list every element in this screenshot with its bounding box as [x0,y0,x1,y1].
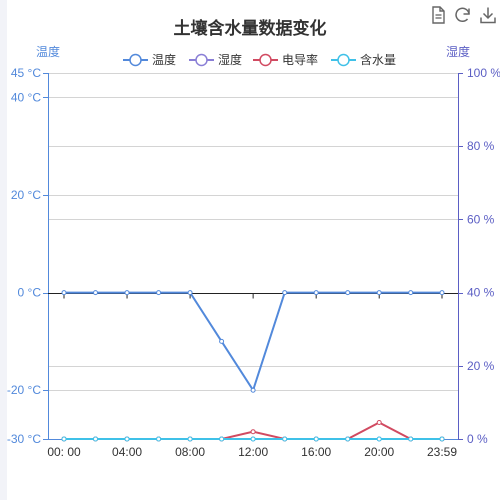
series-lines [61,290,445,442]
right-y-tick-label: 60 % [467,212,495,226]
left-y-tick-label: 45 °C [11,66,41,80]
chart-toolbox [428,5,498,25]
right-y-tick-label: 0 % [467,432,488,446]
data-point [93,436,98,442]
data-point [250,429,256,435]
data-view-icon[interactable] [428,5,448,25]
left-y-tick-label: -20 °C [7,383,41,397]
data-point [376,420,382,425]
left-y-tick-label: 0 °C [18,286,42,300]
x-tick-label: 12:00 [238,445,268,459]
legend: 温度 湿度 电导率 含水量 [123,52,396,67]
legend-item[interactable]: 湿度 [189,52,242,67]
left-axis-name: 温度 [36,44,60,59]
x-tick-label: 08:00 [175,445,205,459]
legend-item[interactable]: 含水量 [331,52,396,67]
tick-labels: 45 °C 40 °C 20 °C 0 °C -20 °C -30 °C 100 % 80 %… [7,66,500,459]
data-point [93,290,98,296]
data-point [439,290,445,296]
legend-label: 湿度 [218,52,242,67]
x-tick-label: 00: 00 [47,445,81,459]
axes [48,73,459,440]
data-point [61,436,67,442]
data-point [376,290,382,296]
x-tick-label: 23:59 [427,445,457,459]
right-y-tick-label: 80 % [467,139,495,153]
series-line [64,291,442,393]
data-point [313,290,319,296]
x-tick-label: 16:00 [301,445,331,459]
legend-marker [195,53,208,67]
x-tick-label: 04:00 [112,445,142,459]
data-point [282,436,288,442]
data-point [408,290,414,296]
data-point [376,436,382,442]
legend-marker [129,53,142,67]
refresh-icon[interactable] [453,5,473,25]
data-point [250,387,256,393]
data-point [124,436,130,442]
left-y-tick-label: 20 °C [11,188,41,202]
data-point [282,290,288,296]
data-point [124,290,130,296]
legend-label: 含水量 [360,52,396,67]
chart-title: 土壤含水量数据变化 [173,19,327,38]
data-point [187,436,193,442]
legend-label: 电导率 [282,52,318,67]
left-y-tick-label: -30 °C [7,432,41,446]
legend-label: 温度 [152,52,176,67]
right-y-tick-label: 100 % [467,66,500,80]
data-point [250,436,256,442]
legend-marker [259,53,272,67]
data-point [345,436,351,442]
data-point [408,436,414,442]
right-y-tick-label: 20 % [467,359,495,373]
data-point [439,436,445,442]
data-point [313,436,319,442]
data-point [156,290,162,296]
save-image-icon[interactable] [478,5,498,25]
grid-lines [48,73,458,391]
legend-item[interactable]: 温度 [123,52,176,67]
legend-marker [337,53,350,67]
left-y-tick-label: 40 °C [11,90,41,104]
data-point [345,290,351,296]
x-tick-label: 20:00 [364,445,394,459]
left-edge-strip [0,0,7,500]
data-point [219,338,225,344]
right-axis-name: 湿度 [446,44,470,59]
data-point [61,290,67,296]
legend-item[interactable]: 电导率 [253,52,318,67]
data-point [156,436,162,442]
right-y-tick-label: 40 % [467,286,495,300]
data-point [219,436,225,442]
data-point [187,290,193,296]
